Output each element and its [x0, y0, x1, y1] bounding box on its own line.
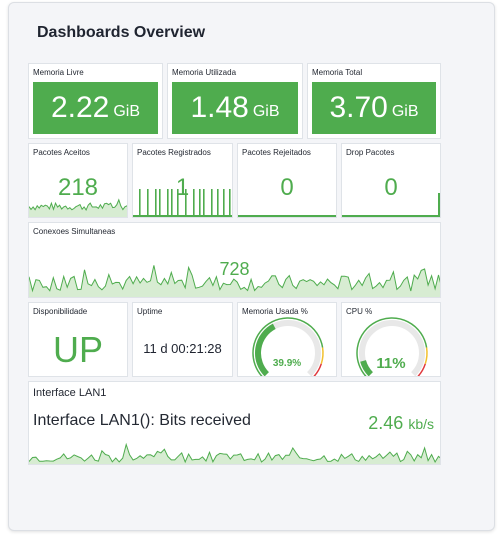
sparkline-bar: [193, 189, 195, 217]
sparkline: [29, 442, 440, 464]
panel-title: Conexoes Simultaneas: [33, 227, 116, 236]
sparkline: [342, 193, 440, 217]
gauge-threshold-warn: [424, 347, 428, 365]
stat-value: 728: [219, 259, 250, 279]
sparkline-bar: [139, 189, 141, 217]
sparkline-area: [29, 199, 127, 217]
sparkline: [133, 189, 232, 217]
panel-pacotes-registrados[interactable]: Pacotes Registrados 1: [132, 143, 233, 218]
gauge: [356, 317, 428, 376]
panel-title: CPU %: [346, 307, 373, 316]
panel-title: Memoria Livre: [33, 68, 84, 77]
gauge-track: [359, 320, 425, 376]
gauge-fill: [255, 323, 276, 376]
sparkline-bar: [155, 189, 157, 217]
gauge-value: 39.9%: [272, 358, 302, 369]
stat-value: 1: [175, 174, 190, 201]
panel-disponibilidade[interactable]: Disponibilidade UP: [28, 302, 128, 377]
panel-memoria-utilizada[interactable]: Memoria Utilizada 1.48 GiB: [167, 63, 303, 139]
sparkline-area: [29, 444, 440, 464]
series-value-number: 2.46: [368, 413, 404, 433]
sparkline: [29, 198, 127, 217]
panel-title: Memoria Total: [312, 68, 363, 77]
sparkline-bar: [203, 189, 205, 217]
stat-value: 0: [280, 174, 294, 201]
panel-drop-pacotes[interactable]: Drop Pacotes 0: [341, 143, 441, 218]
sparkline: [29, 265, 440, 297]
sparkline-bar: [217, 189, 219, 217]
stat-value-box: 2.22 GiB: [33, 82, 158, 134]
sparkline-bar: [171, 189, 173, 217]
panel-title: Memoria Utilizada: [172, 68, 237, 77]
panel-interface-lan1[interactable]: Interface LAN1 Interface LAN1(): Bits re…: [28, 381, 441, 465]
panel-title: Memoria Usada %: [242, 307, 308, 316]
panel-memoria-livre[interactable]: Memoria Livre 2.22 GiB: [28, 63, 163, 139]
stat-value: 218: [57, 174, 99, 201]
panel-title: Disponibilidade: [33, 307, 88, 316]
sparkline-bar: [229, 189, 231, 217]
sparkline-bar: [223, 189, 225, 217]
panel-conexoes-simultaneas[interactable]: Conexoes Simultaneas 728: [28, 222, 441, 298]
gauge-value: 11%: [376, 355, 406, 372]
sparkline-area: [29, 265, 440, 297]
panel-title: Interface LAN1: [33, 387, 107, 399]
series-label: Interface LAN1(): Bits received: [33, 412, 251, 429]
gauge-fill: [360, 359, 374, 376]
series-value-unit: kb/s: [408, 416, 434, 432]
panel-title: Pacotes Rejeitados: [242, 148, 311, 157]
stat-value: UP: [52, 329, 103, 370]
stat-value-box: 3.70 GiB: [312, 82, 436, 134]
gauge-threshold-crit: [313, 363, 323, 376]
sparkline: [238, 215, 336, 217]
sparkline-bar: [147, 189, 149, 217]
gauge: [252, 317, 324, 376]
stat-value: 0: [384, 174, 398, 201]
panel-uptime[interactable]: Uptime 11 d 00:21:28: [132, 302, 233, 377]
sparkline-baseline: [133, 215, 232, 217]
sparkline-bar: [167, 189, 169, 217]
sparkline-line: [29, 442, 440, 464]
sparkline-line: [29, 265, 440, 293]
page-title: Dashboards Overview: [37, 24, 206, 41]
sparkline-line: [29, 198, 127, 211]
panel-memoria-total[interactable]: Memoria Total 3.70 GiB: [307, 63, 441, 139]
panel-title: Pacotes Registrados: [137, 148, 211, 157]
panel-title: Drop Pacotes: [346, 148, 395, 157]
sparkline-bar: [177, 189, 179, 217]
sparkline-bar: [211, 189, 213, 217]
panel-pacotes-aceitos[interactable]: Pacotes Aceitos 218: [28, 143, 128, 218]
stat-value-box: 1.48 GiB: [172, 82, 298, 134]
gauge-threshold-crit: [417, 363, 427, 376]
panel-pacotes-rejeitados[interactable]: Pacotes Rejeitados 0: [237, 143, 337, 218]
stat-unit: GiB: [391, 103, 419, 120]
panel-title: Uptime: [137, 307, 163, 316]
gauge-threshold-ok: [356, 317, 428, 376]
gauge-threshold-warn: [320, 347, 324, 365]
series-value: 2.46 kb/s: [368, 413, 434, 434]
stat-value: 2.22: [50, 91, 110, 124]
gauge-threshold-ok: [252, 317, 324, 376]
stat-unit: GiB: [252, 103, 280, 120]
stat-value: 3.70: [329, 91, 388, 124]
sparkline-bar: [199, 189, 201, 217]
stat-unit: GiB: [113, 103, 141, 120]
panel-title: Pacotes Aceitos: [33, 148, 90, 157]
panel-cpu[interactable]: CPU % 11%: [341, 302, 441, 377]
sparkline-bar: [159, 189, 161, 217]
stat-value: 11 d 00:21:28: [143, 341, 222, 356]
sparkline-bar: [185, 189, 187, 217]
panel-memoria-usada[interactable]: Memoria Usada % 39.9%: [237, 302, 337, 377]
stat-value: 1.48: [190, 91, 249, 124]
